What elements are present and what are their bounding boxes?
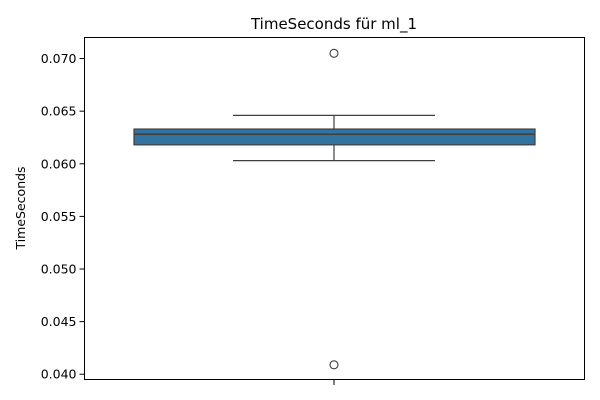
- outlier-point: [329, 48, 339, 58]
- chart-title: TimeSeconds für ml_1: [250, 15, 417, 34]
- outlier-point: [329, 360, 339, 370]
- box-group: [133, 48, 536, 370]
- y-tick-label: 0.070: [41, 51, 77, 66]
- y-tick-label: 0.050: [41, 262, 77, 277]
- y-tick-label: 0.060: [41, 156, 77, 171]
- y-tick-label: 0.055: [41, 209, 77, 224]
- y-axis-label: TimeSeconds: [13, 166, 28, 250]
- y-tick-label: 0.045: [41, 314, 77, 329]
- y-axis-ticks: 0.040 0.045 0.050 0.055 0.060 0.065 0.070: [41, 51, 85, 382]
- box-iqr: [133, 128, 536, 146]
- plot-area-frame: [84, 37, 585, 380]
- y-tick-label: 0.040: [41, 367, 77, 382]
- y-tick-label: 0.065: [41, 104, 77, 119]
